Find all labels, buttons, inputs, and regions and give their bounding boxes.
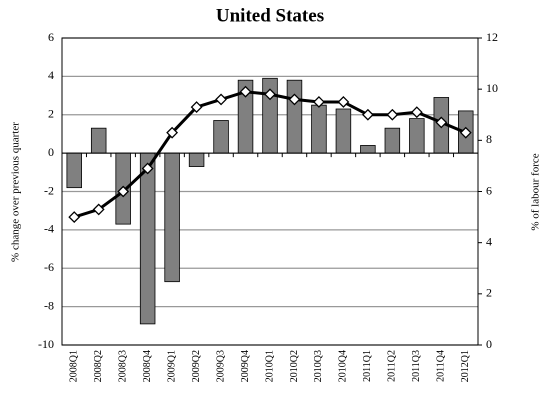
marker — [313, 96, 325, 108]
x-tick-label: 2008Q4 — [142, 350, 153, 382]
marker — [435, 116, 448, 129]
marker — [288, 93, 301, 106]
y-axis-label: % change over previous quarter — [10, 122, 22, 262]
x-tick-label: 2011Q4 — [436, 350, 447, 382]
x-tick-label: 2011Q1 — [362, 350, 373, 382]
marker — [337, 96, 350, 108]
y-tick-label: -8 — [44, 298, 54, 312]
y-tick-label: -10 — [38, 337, 54, 351]
marker — [166, 126, 179, 139]
bar — [360, 145, 376, 154]
bar — [311, 104, 327, 154]
marker — [68, 211, 81, 224]
bar — [66, 152, 82, 189]
bar — [164, 152, 180, 283]
x-tick-label: 2008Q1 — [69, 350, 80, 382]
bar — [139, 152, 156, 325]
bar — [409, 118, 425, 154]
x-tick-label: 2011Q3 — [411, 350, 422, 382]
x-tick-label: 2008Q2 — [93, 350, 104, 382]
y-tick-label: 4 — [48, 68, 54, 82]
y2-tick-label: 12 — [486, 30, 498, 44]
x-tick-label: 2009Q4 — [240, 350, 251, 382]
x-tick-label: 2011Q2 — [387, 350, 398, 382]
marker — [117, 185, 130, 198]
marker — [190, 101, 203, 113]
x-tick-label: 2009Q3 — [215, 350, 226, 382]
y-tick-label: -4 — [44, 222, 54, 236]
marker — [141, 162, 154, 175]
x-tick-label: 2008Q3 — [117, 350, 128, 382]
x-tick-label: 2010Q4 — [338, 350, 349, 382]
marker — [215, 93, 227, 106]
y2-tick-label: 10 — [486, 81, 498, 95]
y2-tick-label: 2 — [486, 286, 492, 300]
x-tick-label: 2009Q2 — [191, 350, 202, 382]
marker — [239, 85, 252, 98]
marker — [361, 108, 374, 121]
chart-title: United States — [216, 5, 324, 26]
y-tick-label: -6 — [44, 260, 54, 274]
marker — [459, 126, 472, 139]
bar — [286, 79, 303, 154]
marker — [386, 108, 399, 121]
y-tick-label: -2 — [44, 183, 54, 197]
plot-frame — [61, 37, 479, 346]
bar — [335, 108, 352, 154]
marker — [92, 203, 105, 216]
y2-axis-label: % of labour force — [530, 153, 542, 230]
x-tick-label: 2010Q3 — [313, 350, 324, 382]
y-tick-label: 0 — [48, 145, 54, 159]
x-tick-label: 2010Q2 — [289, 350, 300, 382]
bar — [90, 127, 107, 154]
bar — [384, 127, 401, 154]
y2-tick-label: 6 — [486, 183, 492, 197]
bar — [188, 152, 205, 167]
y-tick-label: 6 — [48, 30, 54, 44]
marker — [410, 106, 423, 119]
bar — [213, 120, 229, 154]
y-tick-label: 2 — [48, 107, 54, 121]
x-tick-label: 2012Q1 — [460, 350, 471, 382]
x-tick-label: 2010Q1 — [264, 350, 275, 382]
y2-tick-label: 0 — [486, 337, 492, 351]
x-tick-label: 2009Q1 — [166, 350, 177, 382]
y2-tick-label: 4 — [486, 234, 492, 248]
y2-tick-label: 8 — [486, 132, 492, 146]
marker — [264, 88, 276, 101]
